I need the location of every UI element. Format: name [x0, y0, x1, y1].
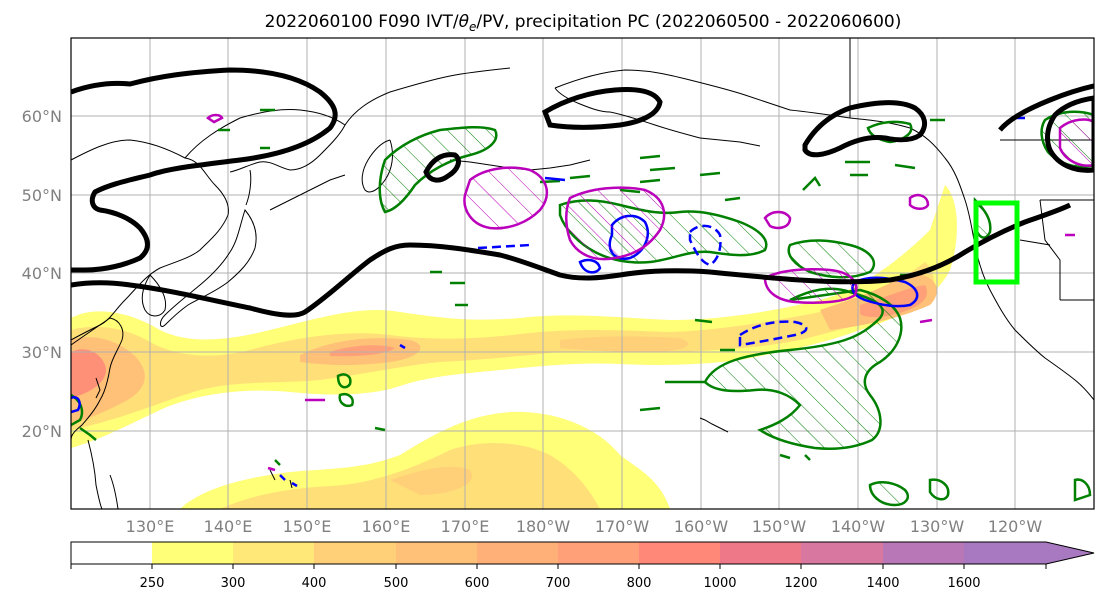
lon-label-150w: 150°W	[752, 517, 807, 536]
colorbar-label-1600: 1600	[947, 576, 980, 591]
map-border	[70, 37, 1095, 510]
figure-title: 2022060100 F090 IVT/θe/PV, precipitation…	[265, 12, 902, 34]
lon-label-170w: 170°W	[595, 517, 650, 536]
colorbar-segment-300	[233, 542, 314, 564]
colorbar-segment-600	[477, 542, 558, 564]
lon-label-140e: 140°E	[204, 517, 253, 536]
colorbar-segment-250	[152, 542, 233, 564]
lon-label-120w: 120°W	[988, 517, 1043, 536]
theta-e-contours	[206, 113, 1094, 472]
lon-label-150e: 150°E	[283, 517, 332, 536]
colorbar-segment-1600	[964, 542, 1046, 564]
colorbar-label-800: 800	[627, 576, 652, 591]
colorbar-label-500: 500	[384, 576, 409, 591]
lon-label-160e: 160°E	[362, 517, 411, 536]
colorbar-segment-1000	[720, 542, 801, 564]
lon-label-130e: 130°E	[126, 517, 175, 536]
colorbar-segment-lt250	[71, 542, 152, 564]
colorbar-label-1000: 1000	[703, 576, 736, 591]
lon-label-130w: 130°W	[910, 517, 965, 536]
lat-label-60n: 60°N	[22, 107, 62, 126]
lon-label-180w: 180°W	[516, 517, 571, 536]
colorbar-segment-400	[314, 542, 396, 564]
colorbar-label-1400: 1400	[866, 576, 899, 591]
colorbar-label-250: 250	[140, 576, 165, 591]
lon-label-140w: 140°W	[831, 517, 886, 536]
latitude-labels: 60°N 50°N 40°N 30°N 20°N	[22, 107, 62, 441]
colorbar-segment-500	[396, 542, 477, 564]
colorbar-label-300: 300	[221, 576, 246, 591]
pv-contours	[71, 67, 1094, 318]
coastlines	[71, 38, 1094, 509]
colorbar-extend-arrow	[1046, 542, 1094, 564]
lat-label-20n: 20°N	[22, 422, 62, 441]
lat-label-30n: 30°N	[22, 343, 62, 362]
colorbar: 250 300 400 500 600 700 800 1000 1200 14…	[70, 541, 1095, 591]
colorbar-segment-1200	[801, 542, 883, 564]
colorbar-label-400: 400	[302, 576, 327, 591]
lat-label-40n: 40°N	[22, 264, 62, 283]
colorbar-label-600: 600	[465, 576, 490, 591]
colorbar-outline	[70, 541, 1095, 565]
colorbar-segment-800	[639, 542, 720, 564]
ivt-shading	[71, 185, 957, 509]
colorbar-label-700: 700	[546, 576, 571, 591]
colorbar-ticks	[70, 564, 1047, 569]
colorbar-segment-700	[558, 542, 639, 564]
target-region-box	[973, 200, 1020, 285]
colorbar-label-1200: 1200	[784, 576, 817, 591]
lon-label-160w: 160°W	[674, 517, 729, 536]
lon-label-170e: 170°E	[441, 517, 490, 536]
colorbar-segment-1400	[883, 542, 964, 564]
longitude-labels: 130°E 140°E 150°E 160°E 170°E 180°W 170°…	[126, 517, 1043, 536]
lat-label-50n: 50°N	[22, 186, 62, 205]
